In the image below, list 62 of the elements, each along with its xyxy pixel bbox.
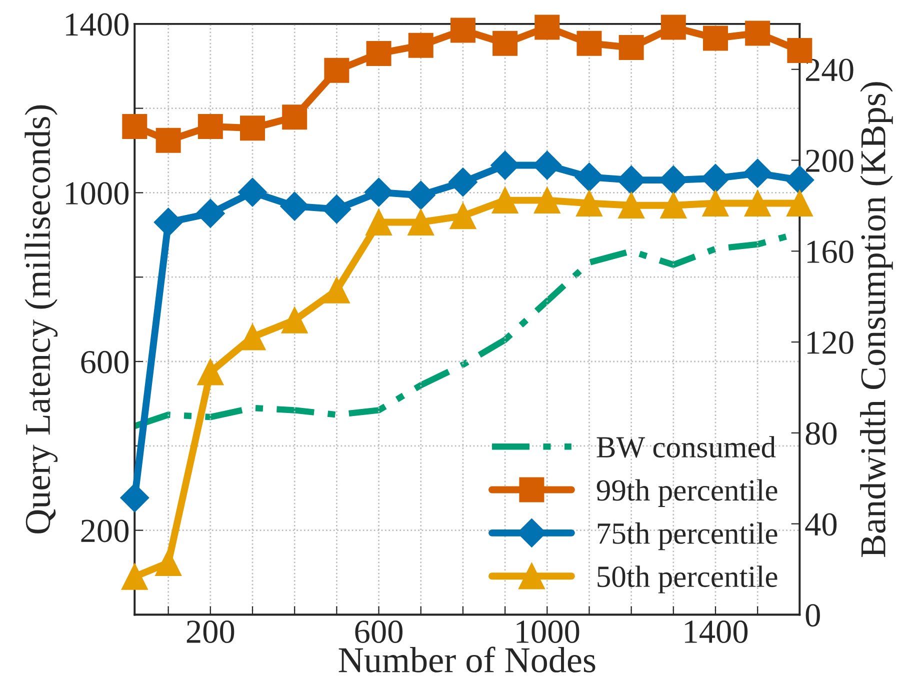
point — [450, 18, 476, 43]
x-tick-label: 600 — [355, 620, 402, 644]
y2-tick-label: 200 — [806, 150, 854, 172]
y-tick-label: 200 — [81, 520, 129, 542]
point — [196, 198, 225, 228]
point — [743, 158, 772, 188]
point — [238, 178, 267, 207]
y2-tick-label: 0 — [806, 604, 820, 627]
y2-tick-label: 40 — [805, 513, 837, 536]
point — [122, 114, 148, 139]
x-tick-label: 200 — [186, 620, 234, 644]
point — [197, 358, 224, 386]
legend-label: 99th percentile — [596, 479, 778, 507]
x-tick-label: 1400 — [685, 620, 748, 644]
y-axis-title: Query Latency (milliseconds) — [24, 105, 58, 534]
point — [745, 20, 770, 46]
point — [448, 168, 478, 197]
point — [154, 208, 183, 237]
point — [702, 26, 728, 51]
point — [576, 190, 602, 216]
point — [364, 178, 394, 207]
point — [744, 190, 771, 216]
y-tick-label: 1000 — [66, 182, 129, 205]
point — [155, 550, 182, 576]
legend-label: BW consumed — [596, 436, 776, 458]
point — [120, 483, 150, 512]
point — [534, 14, 560, 40]
point — [366, 40, 392, 66]
point — [282, 104, 308, 130]
y2-tick-label: 120 — [807, 331, 854, 354]
y2-axis-title: Bandwidth Consumption (KBps) — [860, 82, 893, 558]
point — [408, 32, 434, 58]
point — [618, 192, 645, 219]
y2-tick-label: 80 — [806, 422, 837, 445]
point — [492, 30, 518, 56]
point — [534, 187, 560, 214]
y-tick-label: 1400 — [66, 13, 129, 36]
legend-label: 75th percentile — [598, 522, 778, 550]
point — [121, 564, 148, 590]
point — [198, 114, 223, 139]
point — [618, 35, 644, 60]
point — [660, 14, 686, 40]
point — [156, 128, 181, 153]
point — [786, 190, 813, 216]
point — [240, 116, 266, 141]
point — [281, 306, 308, 334]
x-axis-title: Number of Nodes — [338, 646, 596, 672]
point — [660, 192, 687, 219]
point — [324, 58, 350, 83]
y2-tick-label: 240 — [806, 58, 854, 82]
legend-label: 50th percentile — [598, 566, 778, 594]
point — [450, 202, 476, 230]
point — [408, 209, 434, 236]
point — [322, 194, 352, 224]
x-tick-label: 1000 — [516, 620, 580, 644]
point — [323, 276, 350, 304]
point — [366, 209, 392, 236]
y2-tick-label: 160 — [807, 240, 854, 264]
point — [492, 187, 518, 214]
point — [576, 30, 602, 56]
y-tick-label: 600 — [81, 350, 129, 374]
point — [702, 190, 729, 216]
